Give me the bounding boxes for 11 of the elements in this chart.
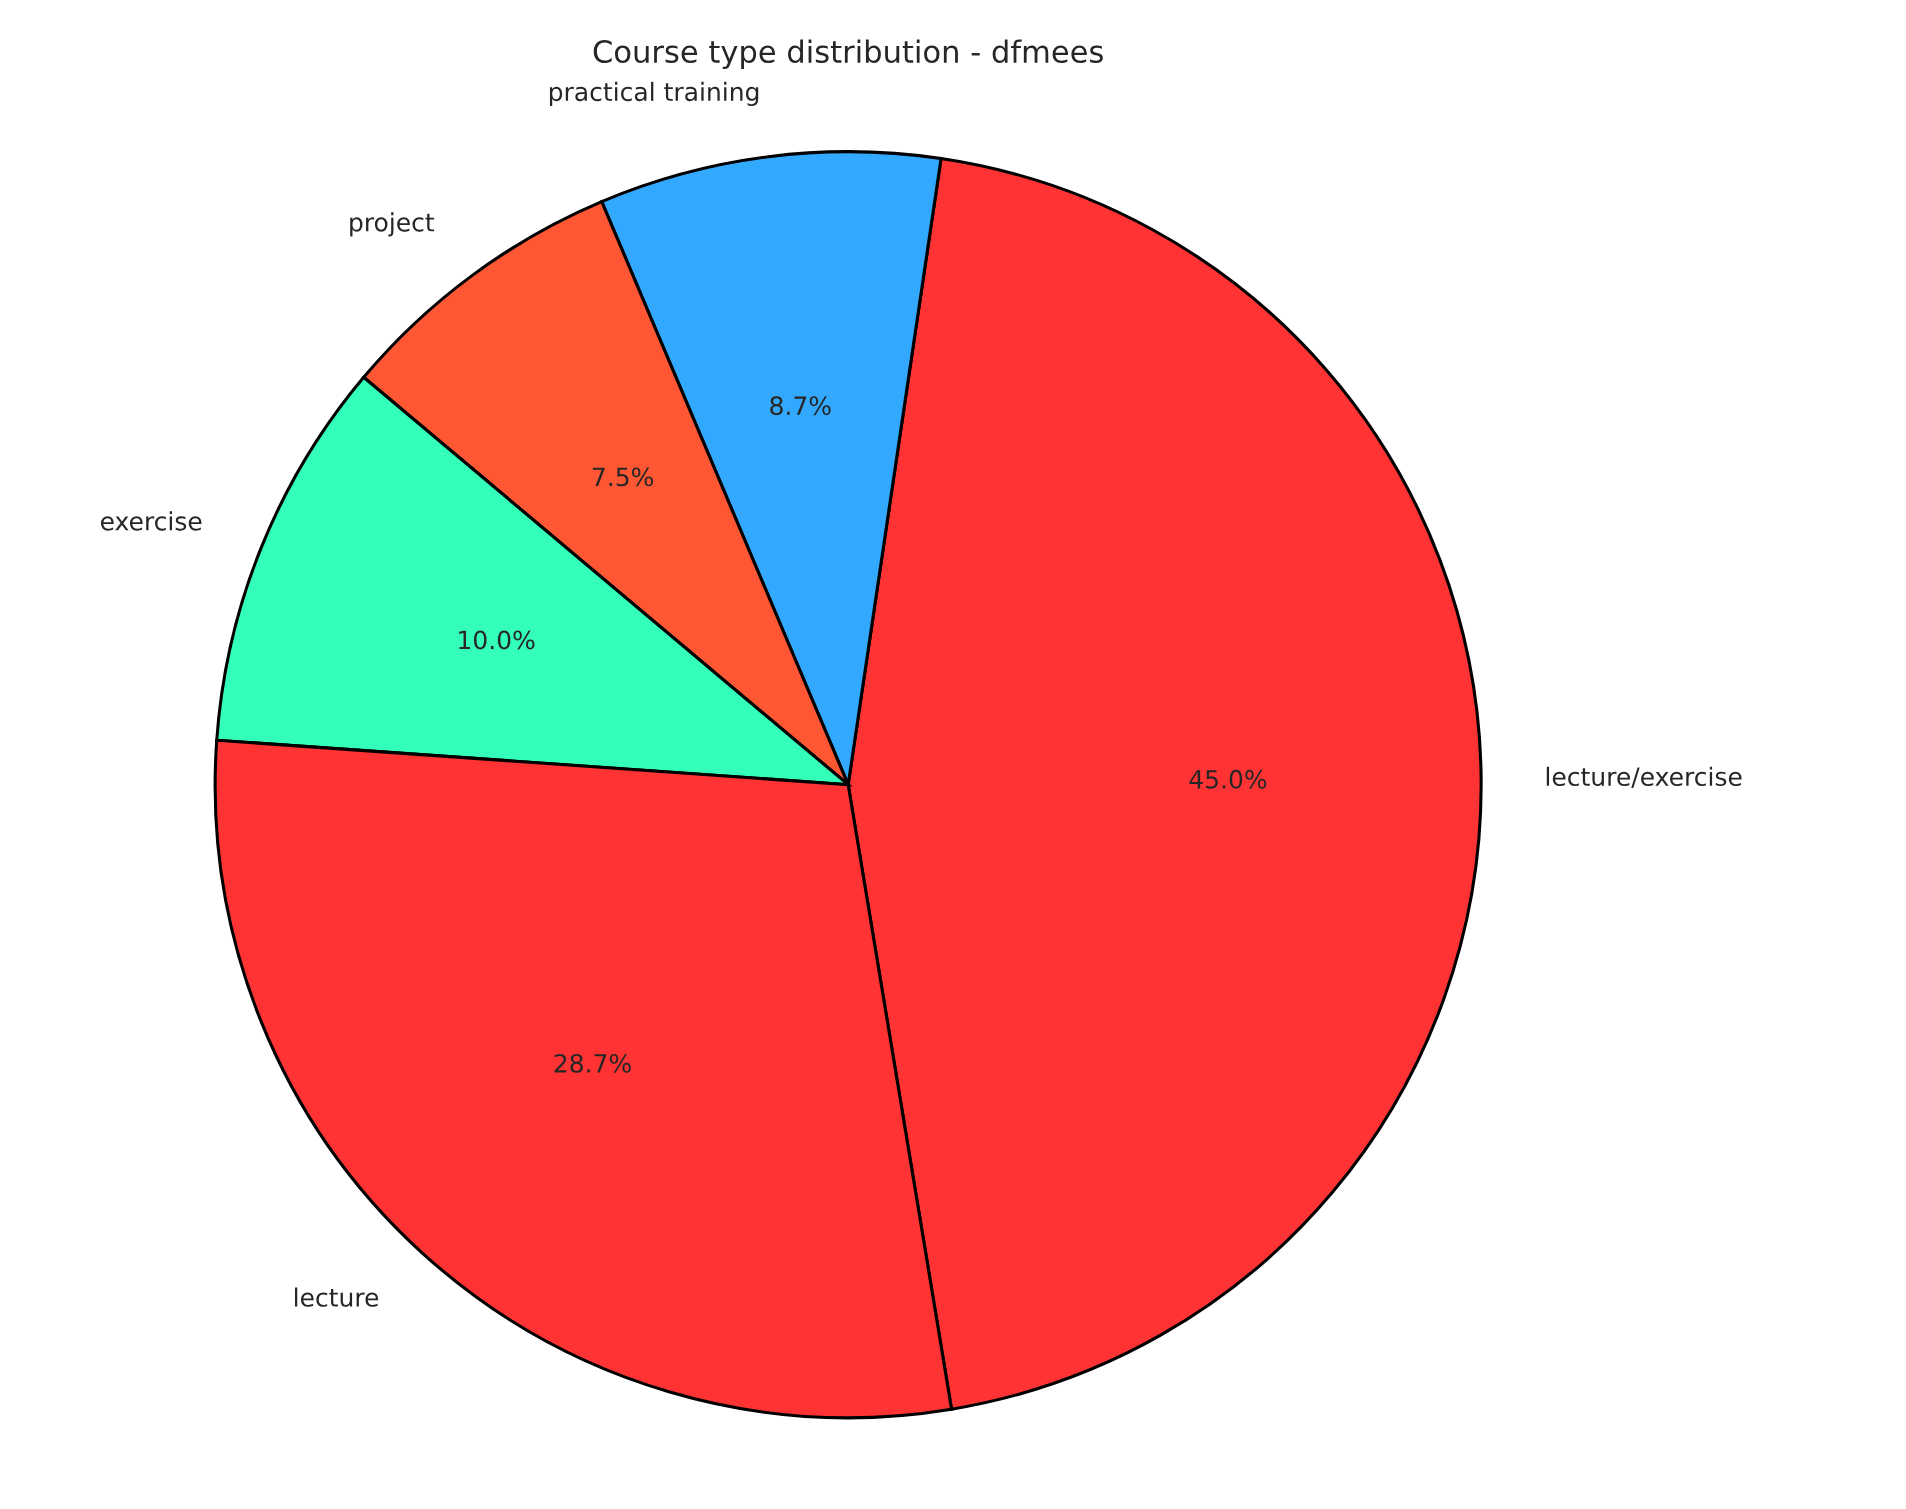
slice-label: exercise <box>100 511 202 531</box>
data-label: 45.0% <box>1189 769 1267 789</box>
data-label: 28.7% <box>554 1053 631 1073</box>
slice-label: project <box>350 212 435 237</box>
data-label: 10.0% <box>459 630 535 650</box>
slice-label: lecture <box>294 1287 379 1307</box>
slice-label: practical training <box>549 81 759 107</box>
chart-title: Course type distribution - dfmees <box>593 39 1103 69</box>
data-label: 8.7% <box>770 396 831 416</box>
slice-label: lecture/exercise <box>1546 766 1742 789</box>
data-label: 7.5% <box>592 467 654 487</box>
